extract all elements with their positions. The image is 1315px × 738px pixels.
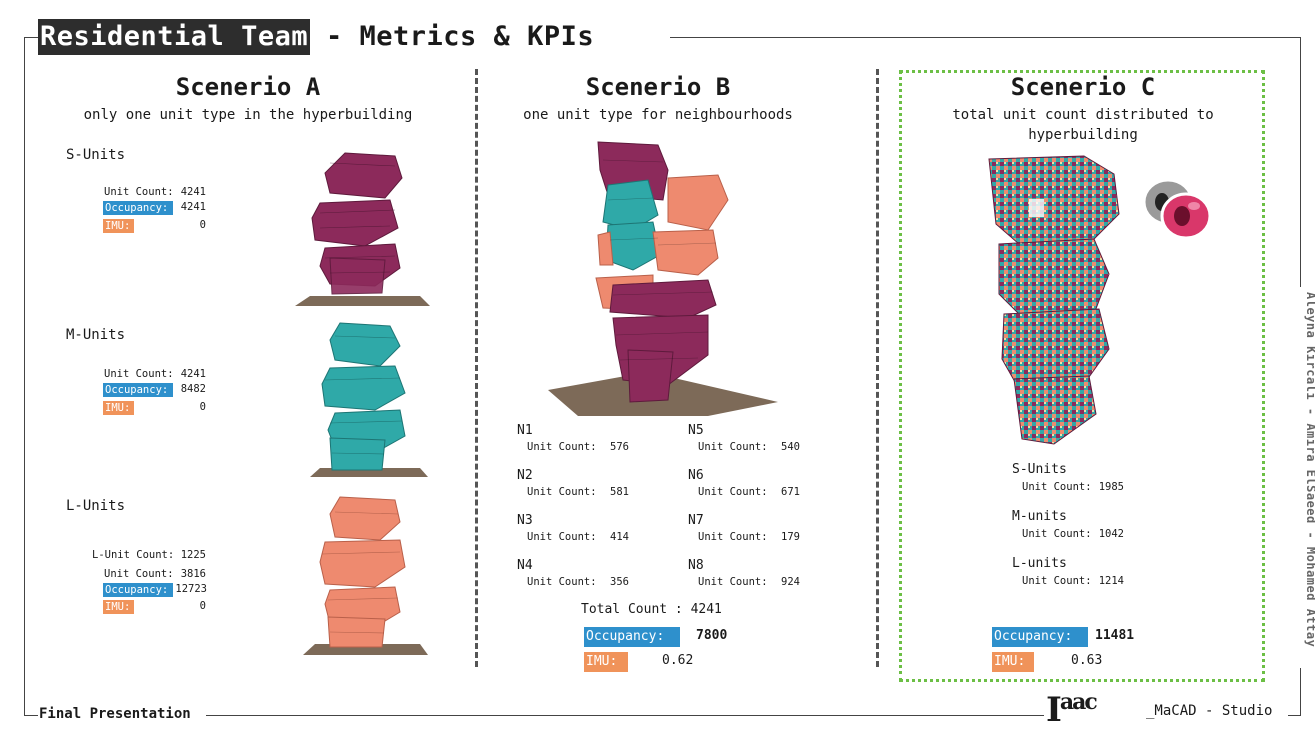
scenario-b-model-image (548, 141, 778, 416)
unit-count-label: Unit Count: (104, 186, 174, 198)
unit-count-value: 671 (781, 486, 800, 498)
frame-line (1300, 668, 1301, 715)
neighbourhood-label: N7 (688, 513, 704, 528)
m-units-label: M-units (1012, 509, 1067, 524)
imu-value: 0.63 (1071, 653, 1103, 668)
unit-count-label: Unit Count: (527, 576, 597, 588)
imu-badge: IMU: (584, 652, 628, 672)
frame-line (206, 715, 1044, 716)
imu-badge: IMU: (103, 600, 134, 614)
unit-count-label: Unit Count: (527, 486, 597, 498)
iaac-logo: Iaac (1046, 689, 1098, 730)
scenario-b-title: Scenerio B (585, 73, 731, 101)
neighbourhood-label: N6 (688, 468, 704, 483)
neighbourhood-label: N2 (517, 468, 533, 483)
unit-count-label: Unit Count: (104, 568, 174, 580)
unit-count-value: 1042 (1098, 528, 1124, 540)
total-count: Total Count : 4241 (581, 602, 722, 617)
occupancy-badge: Occupancy: (103, 583, 173, 597)
frame-line (1288, 715, 1301, 716)
neighbourhood-label: N3 (517, 513, 533, 528)
scenario-b-subtitle: one unit type for neighbourhoods (523, 107, 793, 123)
unit-count-value: 576 (610, 441, 629, 453)
scenario-c-model-image (988, 155, 1120, 445)
unit-count-label: Unit Count: (698, 576, 768, 588)
imu-badge: IMU: (103, 401, 134, 415)
footer-studio-label: _MaCAD - Studio (1146, 703, 1273, 719)
s-units-label: S-Units (1012, 462, 1067, 477)
unit-count-label: Unit Count: (698, 441, 768, 453)
neighbourhood-label: N5 (688, 423, 704, 438)
frame-line (670, 37, 1301, 38)
unit-count-value: 356 (610, 576, 629, 588)
scenario-a-subtitle: only one unit type in the hyperbuilding (83, 107, 413, 123)
occupancy-badge: Occupancy: (103, 201, 173, 215)
imu-value: 0 (199, 401, 206, 413)
scenario-c-title: Scenerio C (1010, 73, 1156, 101)
imu-value: 0.62 (662, 653, 694, 668)
unit-count-label: Unit Count: (1022, 575, 1092, 587)
l-unit-count-value: 1225 (180, 549, 206, 561)
imu-value: 0 (199, 219, 206, 231)
occupancy-badge: Occupancy: (992, 627, 1088, 647)
l-units-model-image (303, 496, 428, 655)
frame-line (24, 37, 38, 38)
unit-count-value: 4241 (180, 186, 206, 198)
occupancy-value: 11481 (1095, 628, 1135, 643)
unit-count-value: 4241 (180, 368, 206, 380)
frame-line (24, 37, 25, 715)
unit-count-value: 179 (781, 531, 800, 543)
occupancy-badge: Occupancy: (103, 383, 173, 397)
neighbourhood-label: N1 (517, 423, 533, 438)
imu-value: 0 (199, 600, 206, 612)
unit-count-label: Unit Count: (1022, 481, 1092, 493)
l-unit-count-label: L-Unit Count: (92, 549, 175, 561)
frame-line (1300, 37, 1301, 287)
l-units-label: L-units (1012, 556, 1067, 571)
unit-count-value: 581 (610, 486, 629, 498)
neighbourhood-label: N8 (688, 558, 704, 573)
s-units-label: S-Units (66, 147, 126, 163)
s-units-model-image (295, 152, 430, 306)
imu-badge: IMU: (103, 219, 134, 233)
unit-count-label: Unit Count: (527, 531, 597, 543)
l-units-label: L-Units (66, 498, 126, 514)
unit-count-value: 1985 (1098, 481, 1124, 493)
occupancy-value: 4241 (180, 201, 206, 213)
scenario-a-title: Scenerio A (175, 73, 321, 101)
unit-count-value: 414 (610, 531, 629, 543)
neighbourhood-label: N4 (517, 558, 533, 573)
frame-line (24, 715, 38, 716)
unit-count-value: 924 (781, 576, 800, 588)
occupancy-value: 8482 (180, 383, 206, 395)
m-units-label: M-Units (66, 327, 126, 343)
occupancy-value: 7800 (696, 628, 728, 643)
unit-count-value: 3816 (180, 568, 206, 580)
scenario-c-subtitle: total unit count distributed to hyperbui… (952, 107, 1214, 143)
scenario-c-highlight-box (899, 70, 1265, 682)
unit-count-value: 540 (781, 441, 800, 453)
unit-count-label: Unit Count: (698, 531, 768, 543)
team-title: Residential Team (38, 19, 310, 55)
occupancy-value: 12723 (175, 583, 207, 595)
unit-count-value: 1214 (1098, 575, 1124, 587)
unit-count-label: Unit Count: (104, 368, 174, 380)
unit-count-label: Unit Count: (1022, 528, 1092, 540)
footer-presentation-label: Final Presentation (39, 706, 191, 722)
unit-count-label: Unit Count: (527, 441, 597, 453)
page-title: - Metrics & KPIs (326, 21, 595, 52)
occupancy-badge: Occupancy: (584, 627, 680, 647)
imu-badge: IMU: (992, 652, 1034, 672)
author-credits: Aleyna Kircali - Amira ElSaeed - Mohamed… (1304, 292, 1315, 648)
rhino-grasshopper-icon (1142, 178, 1212, 240)
m-units-model-image (310, 322, 428, 477)
column-divider (876, 69, 879, 667)
column-divider (475, 69, 478, 667)
unit-count-label: Unit Count: (698, 486, 768, 498)
